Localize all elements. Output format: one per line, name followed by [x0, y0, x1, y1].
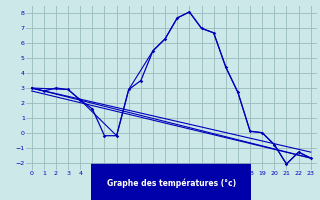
X-axis label: Graphe des températures (°c): Graphe des températures (°c)	[107, 178, 236, 188]
